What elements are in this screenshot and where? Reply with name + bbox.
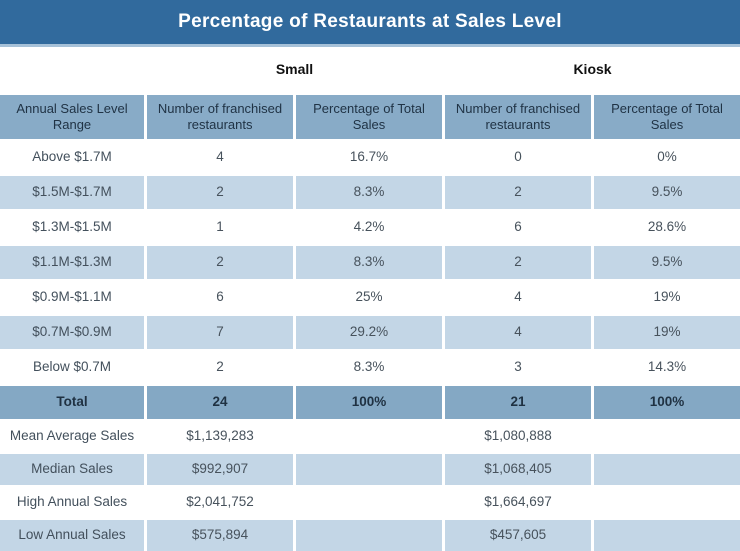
cell-small-pct: 29.2% <box>296 316 442 349</box>
cell-small-count: 2 <box>147 351 293 384</box>
summary-label: Mean Average Sales <box>0 421 144 452</box>
cell-small-pct: 25% <box>296 281 442 314</box>
cell-kiosk-count: 6 <box>445 211 591 244</box>
cell-small-pct: 8.3% <box>296 176 442 209</box>
empty-cell <box>296 454 442 485</box>
cell-kiosk-count: 4 <box>445 281 591 314</box>
cell-kiosk-count: 3 <box>445 351 591 384</box>
cell-small-pct: 8.3% <box>296 351 442 384</box>
cell-kiosk-pct: 28.6% <box>594 211 740 244</box>
summary-kiosk-value: $1,664,697 <box>445 487 591 518</box>
cell-small-pct: 16.7% <box>296 141 442 174</box>
col-header-range: Annual Sales Level Range <box>0 95 144 139</box>
cell-kiosk-pct: 19% <box>594 316 740 349</box>
total-small-pct: 100% <box>296 386 442 419</box>
cell-kiosk-count: 4 <box>445 316 591 349</box>
row-label: Above $1.7M <box>0 141 144 174</box>
summary-label: High Annual Sales <box>0 487 144 518</box>
cell-kiosk-pct: 9.5% <box>594 176 740 209</box>
group-header-small: Small <box>147 47 442 93</box>
cell-small-pct: 8.3% <box>296 246 442 279</box>
summary-label: Low Annual Sales <box>0 520 144 551</box>
summary-small-value: $575,894 <box>147 520 293 551</box>
cell-kiosk-pct: 0% <box>594 141 740 174</box>
group-header-kiosk: Kiosk <box>445 47 740 93</box>
summary-small-value: $2,041,752 <box>147 487 293 518</box>
cell-small-count: 4 <box>147 141 293 174</box>
cell-kiosk-pct: 19% <box>594 281 740 314</box>
total-label: Total <box>0 386 144 419</box>
summary-small-value: $1,139,283 <box>147 421 293 452</box>
cell-small-count: 6 <box>147 281 293 314</box>
summary-kiosk-value: $1,068,405 <box>445 454 591 485</box>
total-small-count: 24 <box>147 386 293 419</box>
summary-label: Median Sales <box>0 454 144 485</box>
cell-kiosk-count: 2 <box>445 246 591 279</box>
row-label: $1.1M-$1.3M <box>0 246 144 279</box>
cell-small-count: 7 <box>147 316 293 349</box>
empty-cell <box>296 520 442 551</box>
title-bar: Percentage of Restaurants at Sales Level <box>0 0 740 47</box>
empty-cell <box>594 421 740 452</box>
cell-kiosk-count: 0 <box>445 141 591 174</box>
group-header-spacer <box>0 47 144 93</box>
row-label: $1.3M-$1.5M <box>0 211 144 244</box>
summary-kiosk-value: $457,605 <box>445 520 591 551</box>
empty-cell <box>594 520 740 551</box>
row-label: $0.7M-$0.9M <box>0 316 144 349</box>
summary-small-value: $992,907 <box>147 454 293 485</box>
cell-small-count: 1 <box>147 211 293 244</box>
page-title: Percentage of Restaurants at Sales Level <box>178 11 562 32</box>
empty-cell <box>296 421 442 452</box>
col-header-kiosk-pct: Percentage of Total Sales <box>594 95 740 139</box>
cell-small-pct: 4.2% <box>296 211 442 244</box>
row-label: Below $0.7M <box>0 351 144 384</box>
total-kiosk-count: 21 <box>445 386 591 419</box>
data-grid: Small Kiosk Annual Sales Level Range Num… <box>0 47 740 551</box>
cell-kiosk-count: 2 <box>445 176 591 209</box>
cell-kiosk-pct: 14.3% <box>594 351 740 384</box>
empty-cell <box>594 487 740 518</box>
cell-kiosk-pct: 9.5% <box>594 246 740 279</box>
total-kiosk-pct: 100% <box>594 386 740 419</box>
row-label: $0.9M-$1.1M <box>0 281 144 314</box>
col-header-kiosk-count: Number of franchised restaurants <box>445 95 591 139</box>
empty-cell <box>296 487 442 518</box>
cell-small-count: 2 <box>147 246 293 279</box>
cell-small-count: 2 <box>147 176 293 209</box>
summary-kiosk-value: $1,080,888 <box>445 421 591 452</box>
col-header-small-pct: Percentage of Total Sales <box>296 95 442 139</box>
empty-cell <box>594 454 740 485</box>
col-header-small-count: Number of franchised restaurants <box>147 95 293 139</box>
row-label: $1.5M-$1.7M <box>0 176 144 209</box>
